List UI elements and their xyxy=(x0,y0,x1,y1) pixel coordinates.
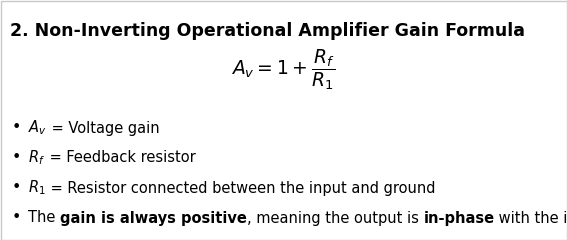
Text: = Feedback resistor: = Feedback resistor xyxy=(45,150,196,166)
Text: $A_v$: $A_v$ xyxy=(28,119,47,137)
Text: = Voltage gain: = Voltage gain xyxy=(47,120,159,136)
Text: gain is always positive: gain is always positive xyxy=(60,210,247,226)
Text: •: • xyxy=(12,180,22,196)
Text: = Resistor connected between the input and ground: = Resistor connected between the input a… xyxy=(46,180,435,196)
Text: •: • xyxy=(12,150,22,166)
Text: , meaning the output is: , meaning the output is xyxy=(247,210,424,226)
Text: $A_v = 1 + \dfrac{R_f}{R_1}$: $A_v = 1 + \dfrac{R_f}{R_1}$ xyxy=(231,48,336,92)
Text: •: • xyxy=(12,210,22,226)
Text: in-phase: in-phase xyxy=(424,210,494,226)
Text: 2. Non-Inverting Operational Amplifier Gain Formula: 2. Non-Inverting Operational Amplifier G… xyxy=(10,22,525,40)
Text: $R_f$: $R_f$ xyxy=(28,149,45,167)
Text: with the input.: with the input. xyxy=(494,210,567,226)
Text: The: The xyxy=(28,210,60,226)
Text: •: • xyxy=(12,120,22,136)
Text: $R_1$: $R_1$ xyxy=(28,179,46,197)
